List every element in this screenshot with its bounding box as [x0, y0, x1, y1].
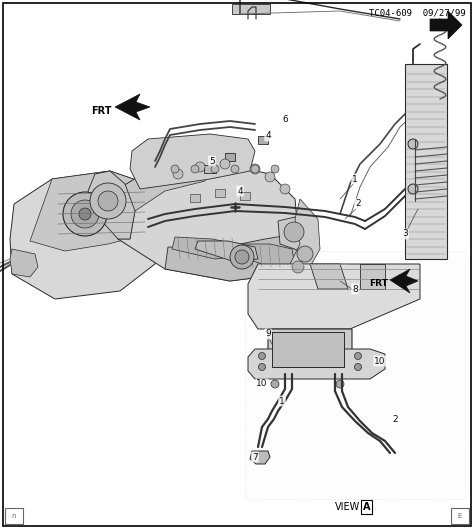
Circle shape [235, 250, 249, 264]
Polygon shape [430, 11, 462, 39]
Circle shape [297, 246, 313, 262]
Circle shape [336, 380, 344, 388]
Circle shape [220, 159, 230, 169]
Polygon shape [240, 192, 250, 200]
Polygon shape [172, 237, 240, 259]
Circle shape [79, 208, 91, 220]
Text: E: E [458, 513, 462, 519]
Text: VIEW: VIEW [335, 502, 360, 512]
Polygon shape [195, 241, 258, 261]
Polygon shape [165, 234, 300, 281]
Text: 2: 2 [355, 199, 361, 208]
Circle shape [355, 352, 362, 360]
Polygon shape [360, 264, 385, 289]
Polygon shape [115, 94, 150, 120]
Text: 7: 7 [252, 452, 258, 461]
Text: 6: 6 [282, 114, 288, 123]
Text: 10: 10 [374, 357, 386, 366]
Polygon shape [204, 165, 216, 173]
Polygon shape [232, 4, 270, 14]
Text: 1: 1 [279, 397, 285, 406]
Polygon shape [390, 269, 418, 293]
Polygon shape [310, 264, 348, 289]
Polygon shape [258, 136, 268, 144]
Circle shape [171, 165, 179, 173]
Text: 5: 5 [209, 157, 215, 166]
Polygon shape [250, 451, 270, 464]
Circle shape [230, 245, 254, 269]
Text: n: n [12, 513, 16, 519]
Circle shape [292, 261, 304, 273]
Text: FRT: FRT [369, 279, 388, 288]
Circle shape [195, 162, 205, 172]
Circle shape [258, 352, 265, 360]
Polygon shape [30, 171, 155, 251]
Circle shape [63, 192, 107, 236]
Bar [451, 508, 469, 524]
Text: 9: 9 [265, 330, 271, 339]
Polygon shape [278, 217, 310, 251]
Circle shape [211, 165, 219, 173]
Polygon shape [225, 153, 235, 161]
Polygon shape [10, 171, 158, 299]
Polygon shape [248, 349, 385, 379]
Text: 2: 2 [392, 415, 398, 424]
Circle shape [191, 165, 199, 173]
Text: TC04-609  09/27/99: TC04-609 09/27/99 [369, 8, 466, 17]
Circle shape [284, 222, 304, 242]
Circle shape [173, 169, 183, 179]
Circle shape [90, 183, 126, 219]
Circle shape [355, 363, 362, 370]
Circle shape [258, 363, 265, 370]
Polygon shape [285, 199, 320, 274]
Circle shape [408, 184, 418, 194]
Polygon shape [215, 189, 225, 197]
Polygon shape [238, 244, 295, 271]
Polygon shape [190, 194, 200, 202]
Circle shape [250, 164, 260, 174]
Circle shape [251, 165, 259, 173]
Text: A: A [363, 502, 371, 512]
Polygon shape [118, 161, 300, 281]
Text: 1: 1 [352, 175, 358, 184]
Polygon shape [248, 264, 420, 329]
Text: 10: 10 [256, 379, 268, 388]
Circle shape [71, 200, 99, 228]
Circle shape [271, 380, 279, 388]
Circle shape [408, 139, 418, 149]
Text: 4: 4 [237, 187, 243, 196]
Circle shape [98, 191, 118, 211]
Circle shape [280, 184, 290, 194]
Polygon shape [10, 249, 38, 277]
Bar [405, 64, 447, 259]
Bar [245, 251, 465, 499]
Polygon shape [118, 161, 210, 239]
Bar [5, 508, 23, 524]
Text: 4: 4 [265, 132, 271, 141]
Text: 8: 8 [352, 285, 358, 294]
Polygon shape [130, 134, 255, 189]
Text: FRT: FRT [91, 106, 112, 116]
Circle shape [265, 172, 275, 182]
Polygon shape [268, 329, 352, 374]
Bar [272, 332, 344, 367]
Circle shape [231, 165, 239, 173]
Text: 3: 3 [402, 230, 408, 239]
Circle shape [271, 165, 279, 173]
Polygon shape [88, 171, 135, 239]
